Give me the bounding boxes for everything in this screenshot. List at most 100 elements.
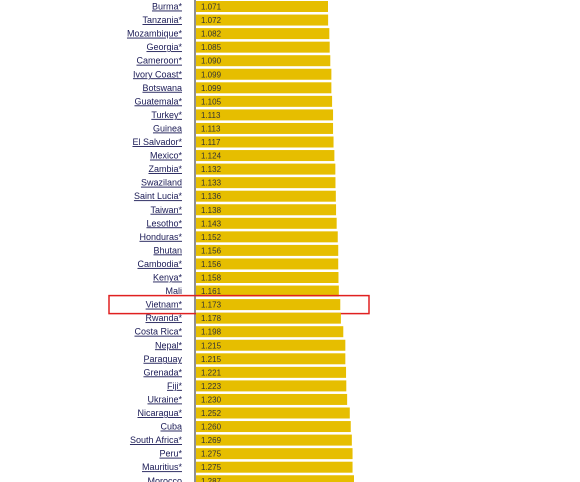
data-label: 1.124 [201,152,222,161]
data-label: 1.275 [201,463,222,472]
category-label[interactable]: Mauritius* [142,462,183,472]
category-label[interactable]: Botswana [142,83,182,93]
category-label[interactable]: Cuba [160,422,182,432]
bar [196,393,348,405]
category-label[interactable]: Cameroon* [136,56,182,66]
bar-row: 1.138 Taiwan* [150,204,337,216]
bar-row: 1.223 Fiji* [167,380,347,392]
bar-row: 1.113 Turkey* [151,109,334,121]
category-label[interactable]: Guatemala* [134,96,182,106]
bar [196,448,353,460]
bar [196,475,354,482]
bar [196,421,351,433]
bar-row: 1.287 Morocco [147,475,354,482]
data-label: 1.105 [201,97,222,106]
data-label: 1.252 [201,409,222,418]
bar [196,68,332,80]
category-label[interactable]: Taiwan* [150,205,182,215]
category-label[interactable]: Paraguay [143,354,182,364]
bar [196,353,346,365]
data-label: 1.215 [201,341,222,350]
bar [196,95,333,107]
bar-row: 1.099 Botswana [142,82,332,94]
category-label[interactable]: Nicaragua* [137,408,182,418]
bar [196,1,328,12]
category-label[interactable]: Nepal* [155,340,183,350]
bar [196,28,330,40]
category-label[interactable]: Ivory Coast* [133,69,183,79]
data-label: 1.152 [201,233,222,242]
data-label: 1.287 [201,477,222,482]
data-label: 1.215 [201,355,222,364]
data-label: 1.133 [201,179,222,188]
category-label[interactable]: Ukraine* [147,394,182,404]
category-label[interactable]: Georgia* [146,42,182,52]
category-label[interactable]: Swaziland [141,178,182,188]
bar [196,177,336,189]
bar-row: 1.230 Ukraine* [147,393,348,405]
data-label: 1.269 [201,436,222,445]
bar [196,122,334,134]
bar-row: 1.105 Guatemala* [134,95,333,107]
bar-row: 1.152 Honduras* [139,231,338,243]
data-label: 1.230 [201,395,222,404]
category-label[interactable]: Bhutan [153,245,182,255]
category-label[interactable]: Tanzania* [142,15,182,25]
bar-row: 1.072 Tanzania* [142,14,329,26]
data-label: 1.138 [201,206,222,215]
bar-row: 1.269 South Africa* [130,434,352,446]
category-label[interactable]: Kenya* [153,273,183,283]
bar [196,163,336,175]
data-label: 1.198 [201,328,222,337]
category-label[interactable]: El Salvador* [132,137,182,147]
bar-row: 1.221 Grenada* [143,366,347,378]
bar-row: 1.133 Swaziland [141,177,336,189]
bar-row: 1.113 Guinea [153,122,334,134]
bar-row: 1.178 Rwanda* [145,312,341,324]
bar-row: 1.156 Cambodia* [137,258,339,270]
data-label: 1.223 [201,382,222,391]
category-label[interactable]: Mali [165,286,182,296]
category-label[interactable]: Cambodia* [137,259,182,269]
bar-row: 1.275 Mauritius* [142,461,353,473]
category-label[interactable]: Peru* [159,449,182,459]
data-label: 1.275 [201,450,222,459]
category-label[interactable]: Vietnam* [146,300,183,310]
bar [196,434,352,446]
data-label: 1.099 [201,84,222,93]
category-label[interactable]: Turkey* [151,110,182,120]
category-label[interactable]: Burma* [152,2,183,12]
category-label[interactable]: Mexico* [150,151,183,161]
category-label[interactable]: Fiji* [167,381,182,391]
category-label[interactable]: Costa Rica* [134,327,182,337]
bar-row: 1.260 Cuba [160,421,351,433]
category-label[interactable]: Grenada* [143,367,182,377]
category-label[interactable]: Zambia* [148,164,182,174]
bar [196,407,350,419]
bar [196,380,347,392]
data-label: 1.072 [201,16,222,25]
data-label: 1.082 [201,30,222,39]
category-label[interactable]: Rwanda* [145,313,182,323]
bar [196,299,341,311]
category-label[interactable]: Guinea [153,123,182,133]
bar-row: 1.158 Kenya* [153,272,339,283]
category-label[interactable]: Morocco [147,476,182,482]
category-label[interactable]: Mozambique* [127,29,183,39]
bar [196,258,339,270]
bar-row: 1.136 Saint Lucia* [134,190,336,202]
bar [196,136,334,148]
bar-row: 1.099 Ivory Coast* [133,68,332,80]
bar-rows: 1.071 Burma* 1.072 Tanzania* 1.082 Mozambique… [108,1,370,482]
category-label[interactable]: Saint Lucia* [134,191,183,201]
category-label[interactable]: South Africa* [130,435,183,445]
bar-row: 1.085 Georgia* [146,41,330,53]
data-label: 1.221 [201,368,222,377]
bar [196,312,341,324]
data-label: 1.161 [201,287,222,296]
bar [196,244,339,256]
category-label[interactable]: Lesotho* [146,218,182,228]
bar-row: 1.275 Peru* [159,448,353,460]
data-label: 1.117 [201,138,221,147]
category-label[interactable]: Honduras* [139,232,182,242]
